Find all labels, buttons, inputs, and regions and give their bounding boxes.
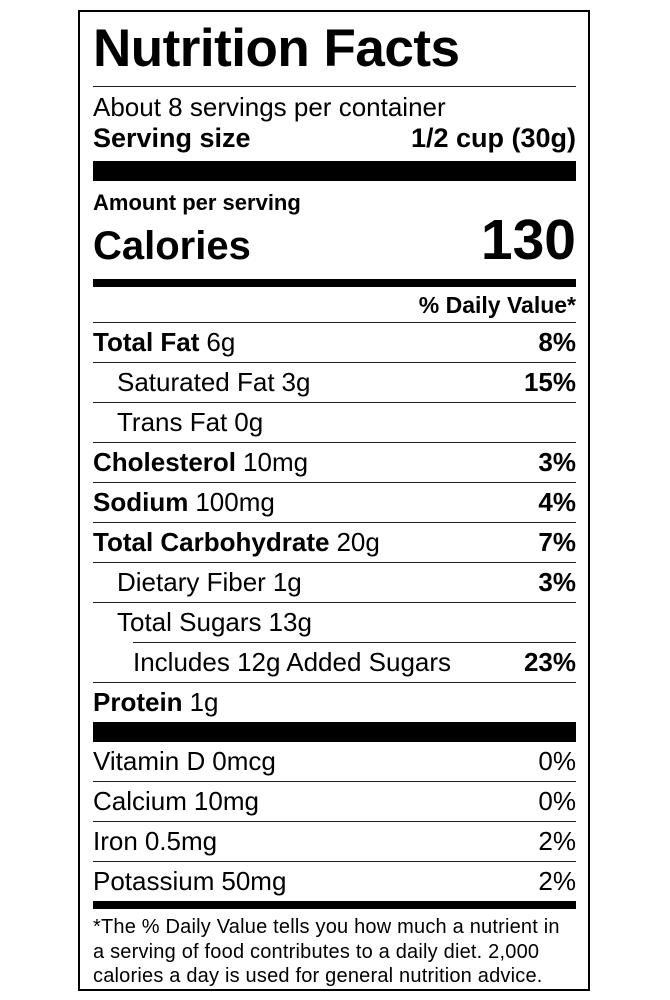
servings-per-container: About 8 servings per container xyxy=(93,92,446,123)
vitamin-amount: 50mg xyxy=(221,866,287,897)
vitamin-dv: 0% xyxy=(538,786,576,817)
vitamin-row: Iron 0.5mg 2% xyxy=(93,821,576,861)
nutrient-amount: 13g xyxy=(268,607,312,638)
nutrient-name: Total Sugars xyxy=(117,607,262,638)
nutrient-amount: 10mg xyxy=(243,447,309,478)
nutrient-row: Total Fat 6g 8% xyxy=(93,322,576,362)
vitamin-name: Vitamin D xyxy=(93,746,206,777)
vitamin-dv: 2% xyxy=(538,866,576,897)
nutrient-amount: 100mg xyxy=(195,487,275,518)
nutrient-dv: 3% xyxy=(538,567,576,598)
nutrient-dv: 15% xyxy=(523,367,576,398)
nutrient-amount: 1g xyxy=(272,567,302,598)
vitamin-name: Calcium xyxy=(93,786,187,817)
vitamin-amount: 10mg xyxy=(193,786,259,817)
nutrient-dv: 3% xyxy=(538,447,576,478)
calories-row: Calories 130 xyxy=(93,208,576,273)
nutrient-name: Dietary Fiber xyxy=(117,567,266,598)
amount-per-serving-label: Amount per serving xyxy=(93,190,301,216)
nutrient-name: Cholesterol xyxy=(93,447,237,478)
nutrient-row: Dietary Fiber 1g 3% xyxy=(93,562,576,602)
nutrient-row: Total Sugars 13g xyxy=(93,602,576,642)
nutrient-row: Saturated Fat 3g 15% xyxy=(93,362,576,402)
nutrition-facts-label: Nutrition Facts About 8 servings per con… xyxy=(78,10,590,991)
nutrient-name: Total Fat xyxy=(93,327,200,358)
calories-value: 130 xyxy=(480,208,576,273)
serving-size-value: 1/2 cup (30g) xyxy=(410,123,576,154)
nutrient-dv: 8% xyxy=(538,327,576,358)
vitamin-amount: 0mcg xyxy=(212,746,276,777)
vitamin-dv: 0% xyxy=(538,746,576,777)
nutrient-row: Protein 1g xyxy=(93,682,576,722)
nutrient-name: Saturated Fat xyxy=(117,367,275,398)
vitamin-row: Calcium 10mg 0% xyxy=(93,781,576,821)
thick-separator-bar xyxy=(93,722,576,743)
nutrient-name: Protein xyxy=(93,687,183,718)
vitamin-name: Potassium xyxy=(93,866,215,897)
thick-separator-bar xyxy=(93,161,576,182)
label-title: Nutrition Facts xyxy=(93,17,576,88)
daily-value-footnote: *The % Daily Value tells you how much a … xyxy=(93,916,560,988)
nutrient-name: Total Carbohydrate xyxy=(93,527,330,558)
nutrient-row: Includes 12g Added Sugars 23% xyxy=(133,642,576,682)
vitamin-row: Potassium 50mg 2% xyxy=(93,861,576,901)
nutrient-row: Trans Fat 0g xyxy=(93,402,576,442)
nutrient-amount: 6g xyxy=(206,327,236,358)
medium-separator-bar xyxy=(93,901,576,910)
nutrient-name: Sodium xyxy=(93,487,189,518)
nutrient-row: Total Carbohydrate 20g 7% xyxy=(93,522,576,562)
nutrient-name: Includes 12g Added Sugars xyxy=(133,647,452,678)
nutrient-name: Trans Fat xyxy=(117,407,228,438)
serving-size-row: Serving size 1/2 cup (30g) xyxy=(93,122,576,161)
medium-separator-bar xyxy=(93,279,576,288)
vitamin-dv: 2% xyxy=(538,826,576,857)
nutrient-row: Sodium 100mg 4% xyxy=(93,482,576,522)
nutrient-row: Cholesterol 10mg 3% xyxy=(93,442,576,482)
vitamin-amount: 0.5mg xyxy=(144,826,218,857)
calories-label: Calories xyxy=(93,224,251,269)
nutrient-amount: 20g xyxy=(336,527,380,558)
nutrient-dv: 23% xyxy=(523,647,576,678)
vitamin-row: Vitamin D 0mcg 0% xyxy=(93,742,576,781)
nutrient-dv: 4% xyxy=(538,487,576,518)
nutrient-amount: 0g xyxy=(234,407,264,438)
nutrient-amount: 3g xyxy=(281,367,311,398)
daily-value-header: % Daily Value* xyxy=(418,292,576,319)
nutrient-dv: 7% xyxy=(538,527,576,558)
vitamin-name: Iron xyxy=(93,826,138,857)
nutrient-amount: 1g xyxy=(189,687,219,718)
serving-size-label: Serving size xyxy=(93,123,251,154)
